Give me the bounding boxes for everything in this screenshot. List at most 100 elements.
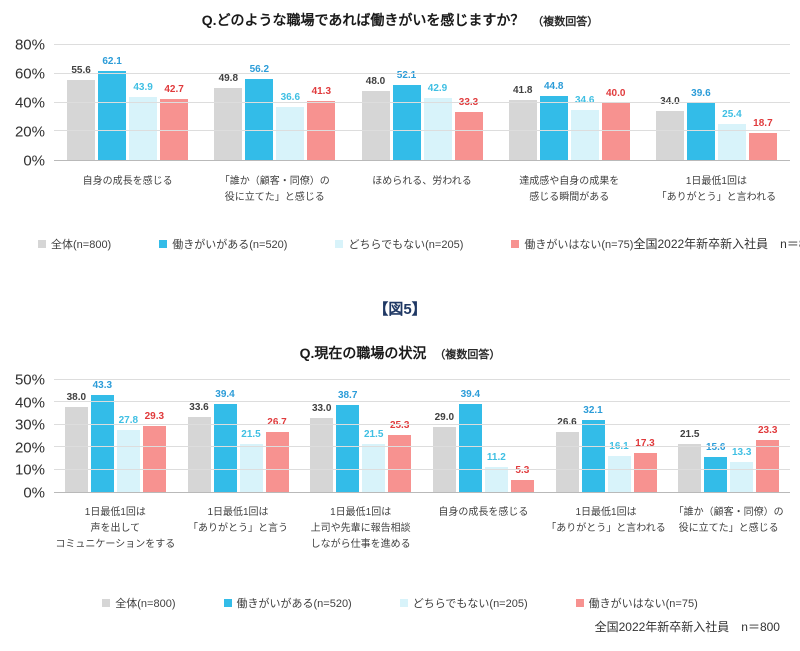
bar-value-label: 18.7 <box>753 118 773 130</box>
bar: 25.4 <box>717 109 746 160</box>
legend-item: 働きがいはない(n=75) <box>575 595 698 611</box>
chart-title-text: Q.どのような職場であれば働きがいを感じますか？ <box>201 12 525 28</box>
category-label: 自身の成長を感じる <box>82 176 173 187</box>
bar-value-label: 26.6 <box>557 417 576 429</box>
bar-value-label: 41.8 <box>512 84 533 96</box>
bar: 21.5 <box>678 429 702 492</box>
bar-value-label: 25.4 <box>722 108 742 120</box>
bar-value-label: 43.3 <box>92 380 113 392</box>
legend-label: どちらでもない(n=205) <box>348 238 464 251</box>
bar: 33.0 <box>310 403 334 492</box>
bar-group: 48.0 52.1 42.9 33.3 <box>348 45 495 160</box>
footnote-row: 全国2022年新卒新入社員 n＝800 <box>0 618 800 636</box>
legend-row: 全体(n=800) 働きがいがある(n=520) どちらでもない(n=205) 働きが… <box>0 595 800 611</box>
bar: 16.1 <box>607 441 631 492</box>
bar-value-label: 34.6 <box>575 95 594 107</box>
bar-value-label: 33.3 <box>458 97 479 109</box>
bar: 38.0 <box>64 392 88 492</box>
bar-value-label: 43.9 <box>133 81 153 93</box>
bar: 21.5 <box>239 429 263 492</box>
bar: 29.3 <box>142 411 166 492</box>
bar: 40.0 <box>601 88 630 160</box>
bar-value-label: 23.3 <box>757 424 778 436</box>
legend-item: どちらでもない(n=205) <box>335 236 463 252</box>
bar-value-label: 26.7 <box>267 417 287 429</box>
legend-label: 全体(n=800) <box>51 238 112 251</box>
y-axis-tick: 0% <box>23 152 45 170</box>
bar: 33.6 <box>187 402 211 492</box>
bar-value-label: 21.5 <box>363 428 384 440</box>
category-label: ほめられる、労われる <box>372 176 472 187</box>
gridline <box>54 72 790 74</box>
category-labels: 1日最低1回は 声を出して コミュニケーションをする 1日最低1回は 「ありがとう… <box>54 505 790 569</box>
bar-value-label: 17.3 <box>635 438 655 450</box>
bar-value-label: 42.9 <box>427 83 448 95</box>
bar: 34.0 <box>655 96 684 160</box>
chart-title-text: Q.現在の職場の状況 <box>299 345 427 361</box>
legend-label: 働きがいはない(n=75) <box>588 598 698 610</box>
bar-value-label: 38.7 <box>337 390 358 402</box>
bar: 34.6 <box>570 95 599 160</box>
bar: 27.8 <box>116 415 140 492</box>
chart-title-note: （複数回答） <box>532 16 599 28</box>
bar-value-label: 29.0 <box>434 412 455 424</box>
legend-item: 全体(n=800) <box>38 236 111 252</box>
bar: 39.6 <box>686 88 715 160</box>
legend-swatch <box>38 239 46 248</box>
bar-value-label: 40.0 <box>605 87 626 99</box>
legend-label: 働きがいはない(n=75) <box>524 238 634 251</box>
bar-value-label: 44.8 <box>543 80 564 92</box>
y-axis-tick: 80% <box>14 36 45 54</box>
category-label: 1日最低1回は 「ありがとう」と言う <box>188 507 288 534</box>
category-labels: 自身の成長を感じる 「誰か（顧客・同僚）の 役に立てた」と感じる ほめられる、労われ… <box>54 174 790 220</box>
y-axis-tick: 20% <box>14 439 45 457</box>
bar: 36.6 <box>276 92 305 160</box>
bar-value-label: 27.8 <box>118 414 139 426</box>
y-axis-tick: 30% <box>14 416 45 434</box>
bar-value-label: 5.3 <box>515 465 530 477</box>
plot-row: 0% 10% 20% 30% 40% 50% 38.0 43.3 27.8 29.3 33.6 39… <box>0 373 800 501</box>
legend-label: 全体(n=800) <box>115 598 176 610</box>
bar: 52.1 <box>392 70 421 160</box>
category-label: 1日最低1回は 「ありがとう」と言われる <box>656 176 777 203</box>
category-label: 自身の成長を感じる <box>438 507 529 518</box>
bar-value-label: 62.1 <box>102 55 122 67</box>
legend: 全体(n=800) 働きがいがある(n=520) どちらでもない(n=205) 働きが… <box>38 236 633 252</box>
bar-group: 49.8 56.2 36.6 41.3 <box>201 45 348 160</box>
bar-value-label: 29.3 <box>144 411 165 423</box>
bar-group: 41.8 44.8 34.6 40.0 <box>496 45 643 160</box>
bar-group: 26.6 32.1 16.1 17.3 <box>545 380 668 492</box>
bar-value-label: 25.3 <box>389 420 410 432</box>
bar: 29.0 <box>432 412 456 492</box>
legend-item: どちらでもない(n=205) <box>399 595 528 611</box>
chart-current-workplace: Q.現在の職場の状況 （複数回答） 0% 10% 20% 30% 40% 50% 38.0… <box>0 343 800 636</box>
gridline <box>54 401 790 403</box>
bar: 39.4 <box>458 389 482 492</box>
bar: 33.3 <box>454 97 483 160</box>
category-label: 1日最低1回は 上司や先輩に報告相談 しながら仕事を進める <box>310 507 411 550</box>
legend-swatch <box>399 599 408 607</box>
bar-value-label: 48.0 <box>365 76 386 87</box>
bar-value-label: 52.1 <box>396 70 417 82</box>
bar: 56.2 <box>245 64 274 160</box>
bar: 41.8 <box>508 85 537 160</box>
legend-item: 働きがいがある(n=520) <box>223 595 352 611</box>
y-axis-tick: 60% <box>14 65 45 83</box>
gridline <box>54 130 790 132</box>
gridline <box>54 468 790 470</box>
bar-value-label: 55.6 <box>71 65 91 77</box>
gridline <box>54 101 790 103</box>
bar-value-label: 56.2 <box>249 64 270 76</box>
bar-value-label: 42.7 <box>164 83 184 95</box>
bar-value-label: 36.6 <box>280 92 301 104</box>
legend-item: 全体(n=800) <box>102 595 176 611</box>
bar-group: 29.0 39.4 11.2 5.3 <box>422 380 545 492</box>
bar: 39.4 <box>213 389 237 492</box>
category-label: 1日最低1回は 声を出して コミュニケーションをする <box>55 507 176 550</box>
bar-value-label: 49.8 <box>218 73 239 85</box>
y-axis-tick: 10% <box>14 461 45 479</box>
gridline <box>54 423 790 425</box>
legend-swatch <box>102 599 111 607</box>
bar: 18.7 <box>748 118 777 160</box>
